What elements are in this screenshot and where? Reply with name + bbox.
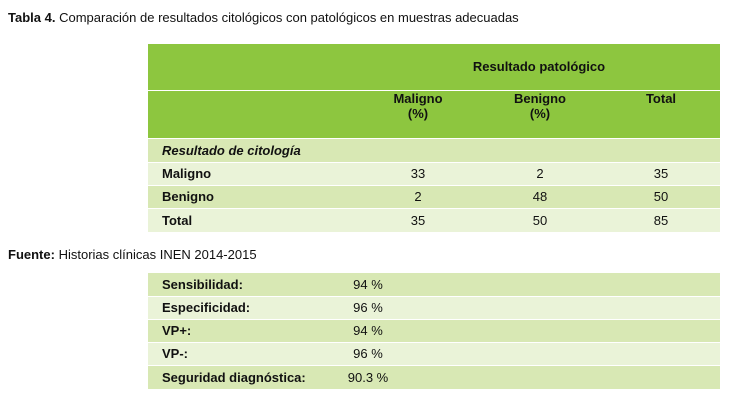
table-caption: Tabla 4. Comparación de resultados citol… xyxy=(8,10,519,25)
cell-value: 85 xyxy=(602,208,720,233)
metrics-table: Sensibilidad: 94 % Especificidad: 96 % V… xyxy=(148,273,720,390)
metric-label: VP-: xyxy=(148,342,338,366)
column-header-maligno: Maligno (%) xyxy=(358,90,478,139)
metric-row: Seguridad diagnóstica: 90.3 % xyxy=(148,365,720,390)
cell-value: 2 xyxy=(358,185,478,209)
table-row: Total 35 50 85 xyxy=(148,208,720,233)
cell-value: 50 xyxy=(602,185,720,209)
source-label: Fuente: xyxy=(8,247,55,262)
cell-value: 48 xyxy=(478,185,602,209)
results-table: Resultado patológico Maligno (%) Benigno… xyxy=(148,44,720,233)
metric-label: Sensibilidad: xyxy=(148,273,338,297)
metric-value: 94 % xyxy=(338,273,398,297)
metric-label: VP+: xyxy=(148,319,338,343)
row-label: Benigno xyxy=(148,185,358,209)
row-label: Total xyxy=(148,208,358,233)
cell-value: 35 xyxy=(602,162,720,186)
caption-text: Comparación de resultados citológicos co… xyxy=(59,10,519,25)
metric-row: Sensibilidad: 94 % xyxy=(148,273,720,297)
column-header-benigno: Benigno (%) xyxy=(478,90,602,139)
table-row: Benigno 2 48 50 xyxy=(148,185,720,209)
caption-label: Tabla 4. xyxy=(8,10,56,25)
metric-row: VP+: 94 % xyxy=(148,319,720,343)
section-row: Resultado de citología xyxy=(148,138,720,163)
metric-value: 90.3 % xyxy=(338,365,398,390)
cell-value: 50 xyxy=(478,208,602,233)
table-row: Maligno 33 2 35 xyxy=(148,162,720,186)
cell-value: 33 xyxy=(358,162,478,186)
column-header-row: Maligno (%) Benigno (%) Total xyxy=(148,90,720,139)
metric-value: 94 % xyxy=(338,319,398,343)
source-note: Fuente: Historias clínicas INEN 2014-201… xyxy=(8,247,257,262)
group-header: Resultado patológico xyxy=(358,44,720,91)
metric-label: Seguridad diagnóstica: xyxy=(148,365,338,390)
cell-value: 2 xyxy=(478,162,602,186)
metric-row: Especificidad: 96 % xyxy=(148,296,720,320)
metric-row: VP-: 96 % xyxy=(148,342,720,366)
row-label: Maligno xyxy=(148,162,358,186)
metric-label: Especificidad: xyxy=(148,296,338,320)
metric-value: 96 % xyxy=(338,342,398,366)
metric-value: 96 % xyxy=(338,296,398,320)
column-header-total: Total xyxy=(602,90,720,139)
source-text: Historias clínicas INEN 2014-2015 xyxy=(58,247,257,262)
cell-value: 35 xyxy=(358,208,478,233)
group-header-row: Resultado patológico xyxy=(148,44,720,91)
section-label: Resultado de citología xyxy=(148,138,720,163)
